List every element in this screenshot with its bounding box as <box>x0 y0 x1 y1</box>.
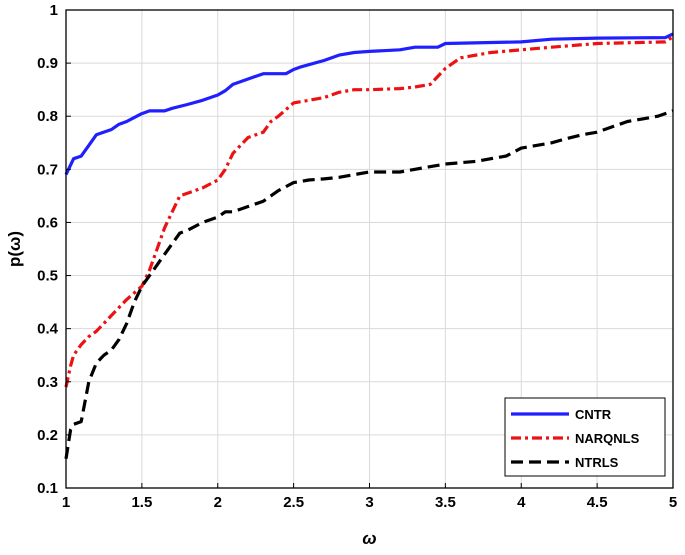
series-group <box>64 32 674 460</box>
series-line-cntr <box>64 32 674 176</box>
y-tick-label: 0.7 <box>37 161 58 178</box>
legend-label-cntr: CNTR <box>575 407 612 422</box>
x-tick-label: 3.5 <box>435 494 456 511</box>
x-tick-label: 2.5 <box>283 494 304 511</box>
x-tick-label: 3 <box>365 494 373 511</box>
y-tick-label: 0.9 <box>37 55 58 72</box>
legend: CNTR NARQNLS NTRLS <box>504 397 666 477</box>
x-axis-title: ω <box>362 529 376 548</box>
y-tick-label: 0.5 <box>37 268 58 285</box>
x-tick-label: 5 <box>669 494 677 511</box>
x-tick-label: 1.5 <box>131 494 152 511</box>
legend-label-narqnls: NARQNLS <box>575 431 640 446</box>
y-tick-label: 0.2 <box>37 427 58 444</box>
x-tick-label: 2 <box>214 494 222 511</box>
legend-label-ntrls: NTRLS <box>575 455 619 470</box>
y-tick-label: 0.4 <box>37 321 59 338</box>
y-axis: 0.1 0.2 0.3 0.4 0.5 0.6 0.7 0.8 0.9 1 <box>37 2 71 497</box>
y-tick-label: 0.8 <box>37 108 58 125</box>
y-axis-title: p(ω) <box>5 231 24 267</box>
y-tick-label: 1 <box>50 2 58 19</box>
x-axis: 1 1.5 2 2.5 3 3.5 4 4.5 5 <box>62 483 677 511</box>
x-tick-label: 1 <box>62 494 70 511</box>
y-tick-label: 0.6 <box>37 214 58 231</box>
series-line-ntrls <box>64 109 674 460</box>
series-line-narqnls <box>64 35 674 388</box>
y-tick-label: 0.3 <box>37 374 58 391</box>
y-tick-label: 0.1 <box>37 480 58 497</box>
x-tick-label: 4 <box>517 494 526 511</box>
x-tick-label: 4.5 <box>587 494 608 511</box>
